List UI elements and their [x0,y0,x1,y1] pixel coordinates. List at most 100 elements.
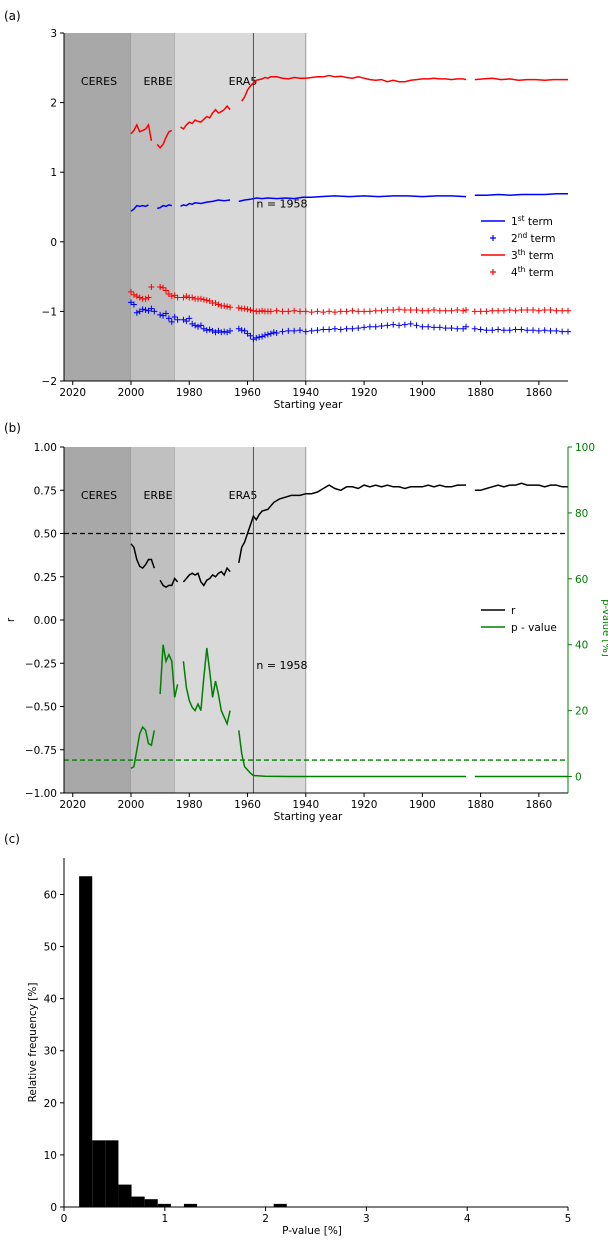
data-point [212,329,219,336]
y-axis-label: r [5,617,17,622]
data-point [320,309,327,316]
x-tick-label: 1880 [467,387,494,399]
series-line [182,566,231,587]
legend-marker [490,235,496,241]
data-point [518,307,525,314]
data-point [180,294,187,301]
data-point [541,307,548,314]
series-line [130,543,156,570]
region-era5 [174,33,306,381]
region-erbe [131,33,175,381]
y-tick-label: 0.75 [34,485,57,497]
x-tick-label: 1900 [409,799,436,811]
data-point [320,326,327,333]
data-point [506,307,513,314]
data-point [302,308,309,315]
x-tick-label: 2000 [118,799,145,811]
data-point [471,308,478,315]
x-tick-label: 1960 [234,799,261,811]
data-point [148,305,155,312]
data-point [326,308,333,315]
histogram-bar [131,1196,145,1207]
data-point [553,327,560,334]
data-point [565,328,571,335]
series-line [474,193,568,196]
histogram-bar [183,1203,198,1207]
data-point [259,307,266,314]
data-point [145,294,152,301]
data-point [448,325,455,332]
data-point [419,323,426,330]
data-point [267,308,274,315]
x-tick-label: 1920 [351,387,378,399]
y-tick-label: 60 [44,889,57,901]
y-tick-label: 20 [44,1098,57,1110]
data-point [518,326,525,333]
histogram-bar [144,1199,158,1207]
data-point [559,307,566,314]
y-tick-label: 50 [44,942,57,954]
region-label-ceres: CERES [81,489,117,502]
data-point [206,326,213,333]
data-point [174,294,181,301]
data-point [296,327,303,334]
data-point [218,329,225,336]
chart-c: 0 1 2 3 4 5 P-value [%] 0 10 20 30 40 50 60 Relative f… [27,858,571,1237]
series-line [238,195,467,203]
y-tick-label: 1 [50,167,57,179]
data-point [273,329,280,336]
y-tick-label: −2 [42,376,57,388]
data-point [384,322,391,329]
data-point [165,315,172,322]
data-point [227,327,234,334]
data-point [436,307,443,314]
y-tick-label: 0 [50,237,57,249]
data-point [372,307,379,314]
data-point [460,307,467,314]
data-point [171,313,178,320]
data-point [285,308,292,315]
data-point [506,327,513,334]
y-tick-label: −0.50 [25,702,57,714]
data-point [221,302,228,309]
data-point [524,307,531,314]
data-point [136,294,143,301]
data-point [157,311,164,318]
data-point [148,284,155,291]
data-point [174,316,181,323]
series-line [180,104,231,131]
data-point [244,306,251,313]
y-right-tick-label: 40 [575,640,588,652]
data-point [296,308,303,315]
data-point [195,323,202,330]
data-point [524,327,531,334]
panel-label-a: (a) [4,9,21,23]
data-point [200,296,207,303]
x-tick-label: 1980 [176,799,203,811]
x-tick-label: 4 [464,1213,471,1225]
chart-b: CERES ERBE ERA5 n = 1958 2020 2000 1980 1960 194… [5,442,608,823]
vline-label: n = 1958 [256,198,307,211]
data-point [483,308,490,315]
y-tick-label: −1.00 [25,788,57,800]
x-tick-label: 1880 [467,799,494,811]
data-point [512,326,519,333]
region-ceres [64,33,132,381]
y-right-tick-label: 60 [575,574,588,586]
data-point [413,322,420,329]
panel-label-c: (c) [4,832,20,846]
data-point [384,307,391,314]
data-point [262,332,269,339]
x-tick-label: 0 [61,1213,68,1225]
data-point [168,293,175,300]
series-line [159,644,179,698]
data-point [436,324,443,331]
data-point [221,328,228,335]
data-point [343,325,350,332]
y-tick-label: 0.00 [34,615,57,627]
region-label-era5: ERA5 [229,489,258,502]
data-point [253,334,260,341]
data-point [291,307,298,314]
data-point [235,304,242,311]
